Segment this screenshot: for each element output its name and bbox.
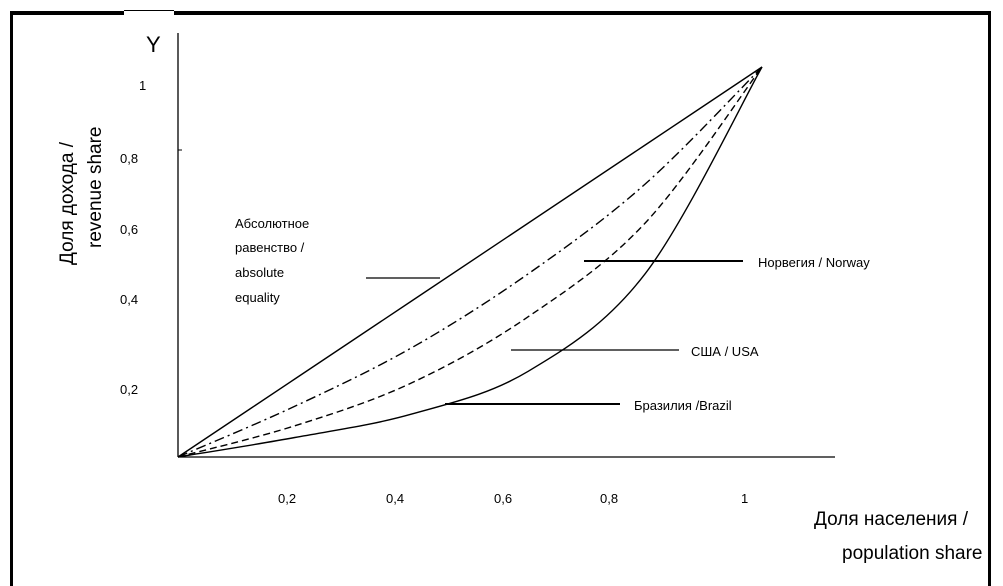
y-axis-letter: Y [146,32,161,57]
y-axis-title-line2: revenue share [85,127,106,248]
x-tick-label: 0,4 [386,491,404,506]
x-axis-title-line2: population share [842,543,983,564]
y-tick-label: 1 [139,78,146,93]
y-axis-title-line1: Доля дохода / [57,141,78,265]
norway-label: Норвегия / Norway [758,255,870,270]
x-tick-label: 0,6 [494,491,512,506]
x-tick-label: 0,2 [278,491,296,506]
y-tick-label: 0,6 [120,222,138,237]
x-axis-title-line1: Доля населения / [814,509,969,530]
y-tick-label: 0,2 [120,382,138,397]
frame-notch [124,10,174,17]
y-tick-label: 0,8 [120,151,138,166]
series-line-norway [177,66,763,458]
series-line-brazil [177,66,763,458]
usa-label: США / USA [691,344,759,359]
equality-label-line1: Абсолютное [235,216,309,231]
equality-label-line3: absolute [235,265,284,280]
chart-frame [10,11,991,586]
series-line-usa [177,66,763,458]
y-tick-label: 0,4 [120,292,138,307]
brazil-label: Бразилия /Brazil [634,398,732,413]
equality-label-line4: equality [235,290,280,305]
x-tick-labels: 0,2 0,4 0,6 0,8 1 [278,491,748,506]
y-tick-labels: 0,2 0,4 0,6 0,8 1 [120,78,146,397]
equality-label-line2: равенство / [235,240,305,255]
x-tick-label: 0,8 [600,491,618,506]
x-tick-label: 1 [741,491,748,506]
series-group [177,66,763,458]
series-line-absolute-equality [177,66,763,458]
